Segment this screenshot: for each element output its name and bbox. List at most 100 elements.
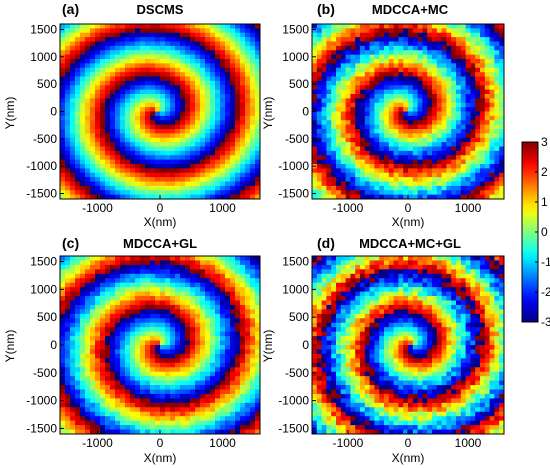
heatmap-cell xyxy=(100,146,106,152)
heatmap-cell xyxy=(180,269,186,275)
heatmap-cell xyxy=(451,41,457,47)
heatmap-cell xyxy=(225,300,231,306)
heatmap-cell xyxy=(75,260,81,266)
heatmap-cell xyxy=(240,89,246,95)
heatmap-cell xyxy=(408,24,414,29)
heatmap-cell xyxy=(240,296,246,302)
heatmap-cell xyxy=(175,164,181,169)
heatmap-cell xyxy=(388,124,395,130)
heatmap-cell xyxy=(412,67,419,73)
heatmap-cell xyxy=(422,264,428,270)
heatmap-cell xyxy=(100,89,106,95)
heatmap-cell xyxy=(75,353,81,359)
heatmap-cell xyxy=(250,80,256,86)
heatmap-cell xyxy=(240,371,246,377)
heatmap-cell xyxy=(210,24,216,29)
heatmap-cell xyxy=(160,80,166,86)
heatmap-cell xyxy=(90,371,96,377)
heatmap-cell xyxy=(160,177,166,183)
heatmap-cell xyxy=(190,124,196,130)
heatmap-cell xyxy=(90,89,96,95)
heatmap-cell xyxy=(340,111,347,117)
heatmap-cell xyxy=(345,172,351,178)
heatmap-cell xyxy=(100,385,106,391)
heatmap-cell xyxy=(336,159,342,165)
heatmap-cell xyxy=(364,168,371,174)
heatmap-cell xyxy=(245,349,251,355)
heatmap-cell xyxy=(369,85,375,91)
heatmap-cell xyxy=(130,142,136,148)
heatmap-cell xyxy=(245,185,251,191)
heatmap-cell xyxy=(215,89,221,95)
heatmap-cell xyxy=(85,273,91,279)
heatmap-cell xyxy=(398,59,404,64)
heatmap-cell xyxy=(140,63,146,69)
heatmap-cell xyxy=(235,177,241,183)
heatmap-cell xyxy=(125,273,131,279)
heatmap-cell xyxy=(451,168,457,174)
heatmap-cell xyxy=(393,159,399,165)
heatmap-cell xyxy=(245,345,251,351)
heatmap-cell xyxy=(120,367,126,373)
heatmap-cell xyxy=(393,164,399,169)
heatmap-cell xyxy=(60,291,66,297)
heatmap-cell xyxy=(160,111,166,117)
heatmap-cell xyxy=(135,59,141,64)
heatmap-cell xyxy=(240,264,246,270)
heatmap-cell xyxy=(165,172,171,178)
heatmap-cell xyxy=(499,32,504,38)
heatmap-cell xyxy=(190,98,196,104)
heatmap-cell xyxy=(388,111,395,117)
heatmap-cell xyxy=(170,380,176,386)
heatmap-cell xyxy=(130,296,136,302)
heatmap-cell xyxy=(90,304,96,310)
heatmap-cell xyxy=(215,37,221,43)
heatmap-cell xyxy=(165,94,171,99)
heatmap-cell xyxy=(494,155,500,161)
heatmap-cell xyxy=(255,425,260,431)
heatmap-cell xyxy=(185,260,191,266)
heatmap-cell xyxy=(350,85,356,91)
heatmap-cell xyxy=(250,115,256,121)
heatmap-cell xyxy=(165,358,171,364)
heatmap-cell xyxy=(200,273,206,279)
heatmap-cell xyxy=(225,420,231,426)
heatmap-cell xyxy=(484,94,491,99)
heatmap-cell xyxy=(70,309,76,315)
heatmap-cell xyxy=(412,164,419,169)
heatmap-cell xyxy=(384,190,390,196)
heatmap-cell xyxy=(220,273,226,279)
heatmap-cell xyxy=(340,63,347,69)
heatmap-cell xyxy=(105,260,111,266)
heatmap-cell xyxy=(345,89,351,95)
heatmap-cell xyxy=(456,89,462,95)
heatmap-cell xyxy=(120,111,126,117)
heatmap-cell xyxy=(225,120,231,126)
heatmap-cell xyxy=(240,85,246,91)
heatmap-cell xyxy=(255,371,260,377)
heatmap-cell xyxy=(480,85,486,91)
heatmap-cell xyxy=(100,80,106,86)
heatmap-cell xyxy=(100,185,106,191)
heatmap-cell xyxy=(441,89,447,95)
heatmap-cell xyxy=(255,107,260,113)
heatmap-cell xyxy=(489,89,495,95)
heatmap-cell xyxy=(230,185,236,191)
heatmap-cell xyxy=(255,402,260,408)
heatmap-cell xyxy=(484,89,491,95)
heatmap-cell xyxy=(331,133,337,139)
heatmap-cell xyxy=(175,367,181,373)
heatmap-cell xyxy=(185,164,191,169)
heatmap-cell xyxy=(60,300,66,306)
heatmap-cell xyxy=(384,120,390,126)
heatmap-cell xyxy=(250,164,256,169)
heatmap-cell xyxy=(165,340,171,346)
heatmap-cell xyxy=(446,177,452,183)
heatmap-cell xyxy=(185,168,191,174)
heatmap-cell xyxy=(195,367,201,373)
heatmap-cell xyxy=(120,172,126,178)
heatmap-cell xyxy=(225,45,231,51)
heatmap-cell xyxy=(312,124,318,130)
heatmap-cell xyxy=(80,389,86,395)
heatmap-cell xyxy=(446,133,452,139)
